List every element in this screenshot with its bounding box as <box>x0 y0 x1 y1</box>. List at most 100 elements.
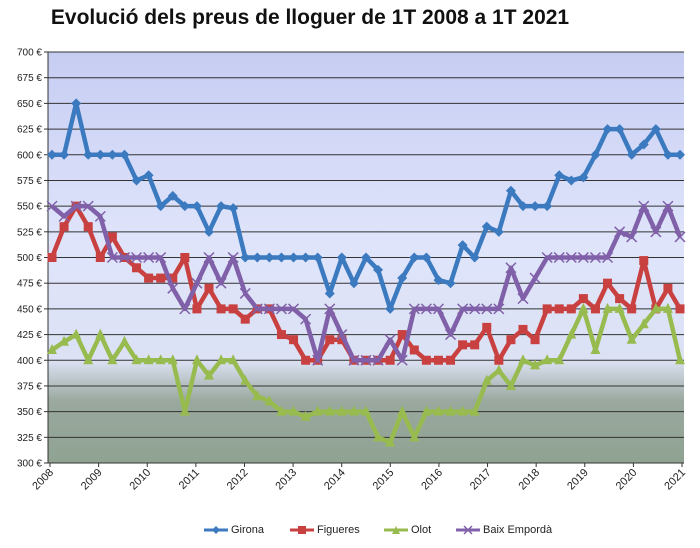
y-tick-label: 450 € <box>17 304 42 315</box>
data-point-baix-empord <box>505 262 517 274</box>
data-point-girona <box>409 252 420 263</box>
data-point-figueres <box>47 253 57 262</box>
data-point-olot <box>554 354 565 365</box>
x-mark-stroke <box>529 272 541 284</box>
data-point-baix-empord <box>203 251 215 264</box>
data-point-baix-empord <box>481 303 493 315</box>
data-point-baix-empord <box>565 251 577 264</box>
data-point-olot <box>119 335 130 346</box>
x-mark-stroke <box>275 303 287 315</box>
data-point-olot <box>675 354 685 365</box>
data-point-figueres <box>397 330 407 340</box>
x-mark-stroke <box>614 226 626 238</box>
x-mark-stroke <box>70 200 82 212</box>
data-point-girona <box>131 175 142 186</box>
x-tick-label: 2020 <box>614 467 640 493</box>
data-point-figueres <box>578 294 588 304</box>
data-point-baix-empord <box>179 303 191 315</box>
data-point-girona <box>518 201 528 212</box>
data-point-baix-empord <box>469 303 481 315</box>
data-point-figueres <box>663 283 673 293</box>
data-point-baix-empord <box>408 303 420 315</box>
data-point-baix-empord <box>275 303 287 315</box>
data-point-olot <box>216 354 227 365</box>
x-tick-label: 2016 <box>419 467 445 493</box>
data-point-olot <box>518 354 528 365</box>
data-point-olot <box>445 405 456 416</box>
data-point-olot <box>373 431 384 442</box>
data-point-baix-empord <box>131 251 143 264</box>
y-tick-label: 550 € <box>17 202 42 213</box>
data-point-girona <box>179 201 190 212</box>
data-point-baix-empord <box>553 251 565 264</box>
data-point-olot <box>650 302 661 313</box>
data-point-girona <box>626 149 637 160</box>
data-point-olot <box>71 328 82 339</box>
y-tick-label: 675 € <box>17 73 42 84</box>
x-tick-label: 2010 <box>128 467 154 493</box>
x-mark-stroke <box>396 354 408 366</box>
data-point-baix-empord <box>300 313 312 325</box>
data-point-girona <box>385 303 396 314</box>
data-point-baix-empord <box>517 293 529 305</box>
data-point-figueres <box>168 273 178 283</box>
data-point-baix-empord <box>650 226 662 238</box>
data-point-girona <box>312 252 323 263</box>
data-point-baix-empord <box>529 272 541 284</box>
data-point-figueres <box>675 304 685 314</box>
y-tick-label: 700 € <box>17 48 42 59</box>
x-mark-stroke <box>445 329 457 341</box>
data-point-figueres <box>446 355 456 365</box>
data-point-figueres <box>180 253 190 262</box>
data-point-figueres <box>107 232 117 242</box>
y-tick-label: 650 € <box>17 99 42 110</box>
x-mark-stroke <box>215 277 227 289</box>
data-point-baix-empord <box>239 287 251 299</box>
data-point-girona <box>602 124 613 135</box>
legend-label-figueres: Figueres <box>317 524 360 536</box>
x-mark-stroke <box>143 251 155 264</box>
data-point-girona <box>228 203 239 214</box>
data-point-olot <box>47 343 57 354</box>
x-mark-stroke <box>432 303 444 315</box>
x-mark-stroke <box>251 303 263 315</box>
x-mark-stroke <box>493 303 505 315</box>
data-point-girona <box>662 149 673 160</box>
x-mark-stroke <box>541 251 553 264</box>
data-point-girona <box>433 275 444 286</box>
x-tick-label: 2008 <box>30 467 56 493</box>
data-point-olot <box>107 354 118 365</box>
x-mark-stroke <box>360 354 372 366</box>
data-point-baix-empord <box>577 251 589 264</box>
data-point-figueres <box>482 322 492 332</box>
data-point-baix-empord <box>674 231 686 243</box>
data-point-girona <box>445 278 456 289</box>
data-point-baix-empord <box>70 200 82 212</box>
data-point-figueres <box>494 355 504 365</box>
x-mark-stroke <box>155 251 167 264</box>
data-point-olot <box>95 328 106 339</box>
data-point-olot <box>300 410 311 421</box>
data-point-girona <box>216 201 227 212</box>
data-point-olot <box>614 302 625 313</box>
x-tick-label: 2013 <box>273 467 299 493</box>
x-mark-stroke <box>662 200 674 212</box>
y-tick-label: 575 € <box>17 176 42 187</box>
data-point-girona <box>276 252 287 263</box>
data-point-olot <box>240 374 251 385</box>
data-point-olot <box>179 405 190 416</box>
data-point-baix-empord <box>638 200 650 212</box>
data-point-baix-empord <box>432 303 444 315</box>
legend: Girona Figueres Olot Baix Empordà <box>0 524 700 544</box>
data-point-figueres <box>204 283 214 293</box>
data-point-figueres <box>228 304 238 314</box>
x-mark-stroke <box>589 251 601 264</box>
data-point-olot <box>493 364 504 375</box>
data-point-figueres <box>409 345 419 355</box>
data-point-baix-empord <box>46 200 58 212</box>
data-point-baix-empord <box>626 231 638 243</box>
data-point-olot <box>469 405 480 416</box>
data-point-figueres <box>276 330 286 340</box>
data-point-girona <box>324 288 335 299</box>
data-point-girona <box>119 149 130 160</box>
